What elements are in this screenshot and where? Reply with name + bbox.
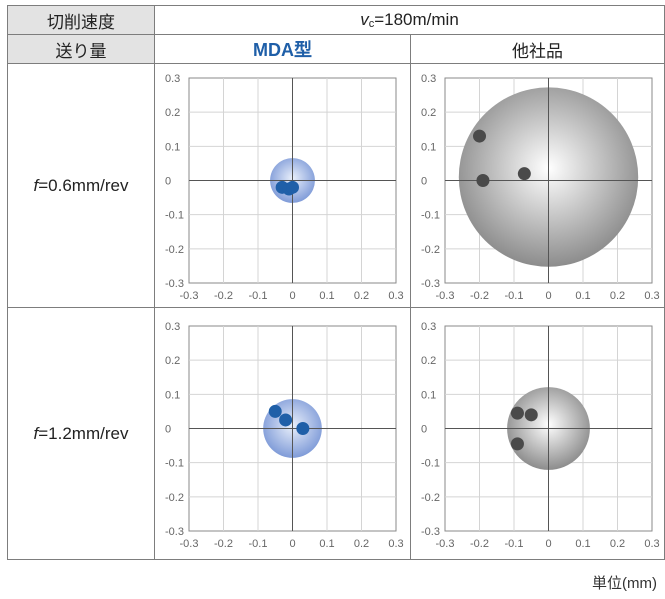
x-tick-label: -0.2 [470,290,489,302]
y-tick-label: -0.3 [165,526,184,538]
row-label-2: f=1.2mm/rev [7,307,155,560]
x-tick-label: 0.3 [388,538,403,550]
row-label-1: f=0.6mm/rev [7,63,155,308]
y-tick-label: -0.3 [421,278,440,290]
x-tick-label: -0.1 [505,290,524,302]
x-tick-label: 0.1 [319,538,334,550]
y-tick-label: 0.2 [165,355,180,367]
col-header-other: 他社品 [410,34,665,64]
y-tick-label: 0 [165,424,171,436]
col-header-mda-text: MDA型 [253,40,312,60]
cutting-speed-label: 切削速度 [7,5,155,35]
feed-symbol-1: f [33,175,39,195]
x-tick-label: 0 [545,290,551,302]
scatter-plot-other-1: 0.3 0.2 0.1 0 -0.1 -0.2 -0.3-0.3 -0.2 -0.1 0 0.1 0.… [421,73,660,302]
data-point [286,180,299,194]
y-tick-label: 0.2 [421,107,436,119]
x-tick-label: 0.3 [644,290,659,302]
speed-subscript: c [368,18,375,30]
unit-label: 単位(mm) [592,575,657,592]
x-tick-label: 0 [289,538,295,550]
x-tick-label: -0.2 [214,290,233,302]
scatter-plot-mda-2: 0.3 0.2 0.1 0 -0.1 -0.2 -0.3-0.3 -0.2 -0.1 0 0.1 0.… [165,321,404,550]
y-tick-label: 0.2 [421,355,436,367]
y-tick-label: -0.2 [421,492,440,504]
plot-cell-other-1: 0.3 0.2 0.1 0 -0.1 -0.2 -0.3 -0.3 -0.2 -0.1 0 0.1 0.… [410,63,665,308]
y-tick-label: 0.3 [165,73,180,85]
y-tick-label: 0.1 [165,389,180,401]
data-point [510,437,524,451]
x-tick-label: 0 [289,290,295,302]
y-tick-label: -0.2 [421,244,440,256]
x-tick-label: -0.3 [436,290,455,302]
feed-label-text: 送り量 [55,41,107,61]
y-tick-label: 0.1 [165,141,180,153]
x-tick-label: 0.1 [575,538,590,550]
y-tick-label: -0.1 [165,210,184,222]
data-point [517,167,531,181]
x-tick-label: 0.3 [644,538,659,550]
plot-cell-mda-1: 0.3 0.2 0.1 0 -0.1 -0.2 -0.3 -0.3 -0.2 -0.1 0 0.1 0.… [154,63,411,308]
speed-symbol: v [360,10,369,29]
cutting-speed-value: vc=180m/min [154,5,665,35]
feed-label: 送り量 [7,34,155,64]
data-point [524,408,538,422]
x-tick-label: -0.1 [505,538,524,550]
scatter-plot-other-2: 0.3 0.2 0.1 0 -0.1 -0.2 -0.3-0.3 -0.2 -0.1 0 0.1 0.… [421,321,660,550]
data-point [268,404,282,418]
data-point [296,422,310,435]
x-tick-label: -0.3 [180,290,199,302]
y-tick-label: -0.2 [165,492,184,504]
feed-value-1: =0.6mm/rev [38,175,129,195]
data-point [473,129,486,143]
x-tick-label: 0.1 [319,290,334,302]
x-tick-label: 0.2 [354,290,369,302]
y-tick-label: -0.1 [165,458,184,470]
y-tick-label: 0.2 [165,107,180,119]
comparison-table: 切削速度 vc=180m/min 送り量 MDA型 他社品 f=0.6mm/re… [7,5,665,560]
data-point [279,413,293,427]
y-tick-label: 0 [421,424,427,436]
x-tick-label: -0.3 [180,538,199,550]
plot-cell-mda-2: 0.3 0.2 0.1 0 -0.1 -0.2 -0.3 -0.3 -0.2 -0.1 0 0.1 0.… [154,307,411,560]
y-tick-label: 0.3 [421,73,436,85]
feed-symbol-2: f [33,423,39,443]
x-tick-label: -0.2 [470,538,489,550]
y-tick-label: -0.1 [421,458,440,470]
x-tick-label: -0.1 [249,538,268,550]
y-tick-label: 0 [165,176,171,188]
x-tick-label: -0.1 [249,290,268,302]
y-tick-label: 0.3 [421,321,436,333]
x-tick-label: 0.2 [354,538,369,550]
y-tick-label: 0 [421,176,427,188]
y-tick-label: -0.3 [165,278,184,290]
y-tick-label: -0.2 [165,244,184,256]
data-point [476,174,490,187]
x-tick-label: 0.3 [388,290,403,302]
y-tick-label: -0.3 [421,526,440,538]
y-tick-label: -0.1 [421,210,440,222]
plot-cell-other-2: 0.3 0.2 0.1 0 -0.1 -0.2 -0.3 -0.3 -0.2 -0.1 0 0.1 0.… [410,307,665,560]
feed-value-2: =1.2mm/rev [38,423,129,443]
col-header-mda: MDA型 [154,34,411,64]
x-tick-label: -0.2 [214,538,233,550]
col-header-other-text: 他社品 [512,41,563,61]
data-point [510,406,524,420]
cutting-speed-text: 切削速度 [47,12,115,32]
scatter-plot-mda-1: 0.3 0.2 0.1 0 -0.1 -0.2 -0.3-0.3 -0.2 -0.1 0 0.1 0.… [165,73,404,302]
y-tick-label: 0.3 [165,321,180,333]
x-tick-label: 0.2 [610,290,625,302]
x-tick-label: -0.3 [436,538,455,550]
x-tick-label: 0 [545,538,551,550]
x-tick-label: 0.2 [610,538,625,550]
x-tick-label: 0.1 [575,290,590,302]
y-tick-label: 0.1 [421,389,436,401]
speed-value-text: =180m/min [374,10,459,29]
y-tick-label: 0.1 [421,141,436,153]
